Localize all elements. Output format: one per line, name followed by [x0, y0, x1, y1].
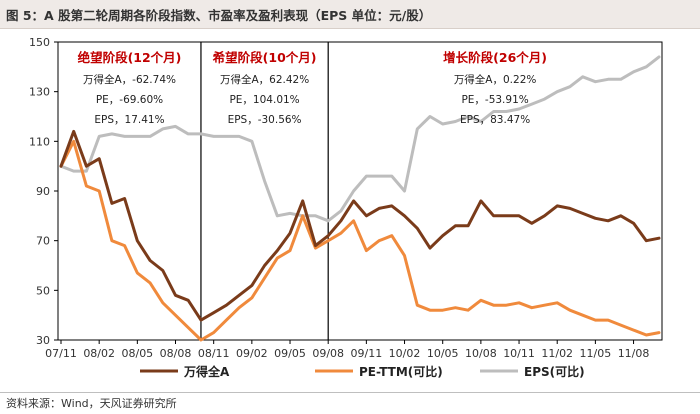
- phase-stat: EPS，83.47%: [460, 114, 530, 126]
- y-tick-label: 30: [36, 334, 50, 347]
- phase-stat: PE，104.01%: [229, 94, 299, 106]
- x-tick-label: 10/11: [503, 347, 535, 360]
- y-tick-label: 90: [36, 185, 50, 198]
- x-tick-label: 11/05: [580, 347, 612, 360]
- legend-label: 万得全A: [183, 364, 230, 379]
- x-tick-label: 07/11: [45, 347, 77, 360]
- y-tick-label: 50: [36, 284, 50, 297]
- phase-title: 增长阶段(26个月): [443, 50, 547, 65]
- phase-stat: PE，-53.91%: [461, 94, 528, 106]
- x-tick-label: 11/08: [618, 347, 650, 360]
- x-tick-label: 09/08: [312, 347, 344, 360]
- legend-label: PE-TTM(可比): [359, 364, 443, 379]
- x-tick-label: 08/08: [160, 347, 192, 360]
- footer-divider: [0, 392, 700, 393]
- figure-title: 图 5：A 股第二轮周期各阶段指数、市盈率及盈利表现（EPS 单位：元/股）: [6, 8, 432, 23]
- phase-stat: EPS，17.41%: [94, 114, 164, 126]
- x-tick-label: 09/05: [274, 347, 306, 360]
- x-tick-label: 09/02: [236, 347, 268, 360]
- x-tick-label: 11/02: [541, 347, 573, 360]
- phase-stat: 万得全A，62.42%: [220, 73, 309, 86]
- y-tick-label: 70: [36, 235, 50, 248]
- y-tick-label: 130: [29, 86, 50, 99]
- series-line: [59, 55, 661, 223]
- x-tick-label: 08/11: [198, 347, 230, 360]
- series-line: [59, 139, 661, 342]
- phase-title: 绝望阶段(12个月): [78, 50, 182, 65]
- phase-stat: 万得全A，-62.74%: [83, 73, 176, 86]
- x-tick-label: 10/02: [389, 347, 421, 360]
- x-tick-label: 10/08: [465, 347, 497, 360]
- y-tick-label: 150: [29, 36, 50, 49]
- phase-stat: PE，-69.60%: [96, 94, 163, 106]
- source-note: 资料来源：Wind，天风证券研究所: [6, 397, 177, 410]
- x-tick-label: 10/05: [427, 347, 459, 360]
- x-tick-label: 09/11: [351, 347, 383, 360]
- y-tick-label: 110: [29, 135, 50, 148]
- x-tick-label: 08/02: [83, 347, 115, 360]
- x-tick-label: 08/05: [121, 347, 153, 360]
- phase-stat: 万得全A，0.22%: [454, 73, 537, 86]
- figure-title-bar: 图 5：A 股第二轮周期各阶段指数、市盈率及盈利表现（EPS 单位：元/股）: [0, 0, 700, 29]
- phase-title: 希望阶段(10个月): [212, 50, 317, 65]
- legend-label: EPS(可比): [524, 364, 585, 379]
- series-line: [59, 129, 661, 322]
- phase-stat: EPS，-30.56%: [228, 114, 302, 126]
